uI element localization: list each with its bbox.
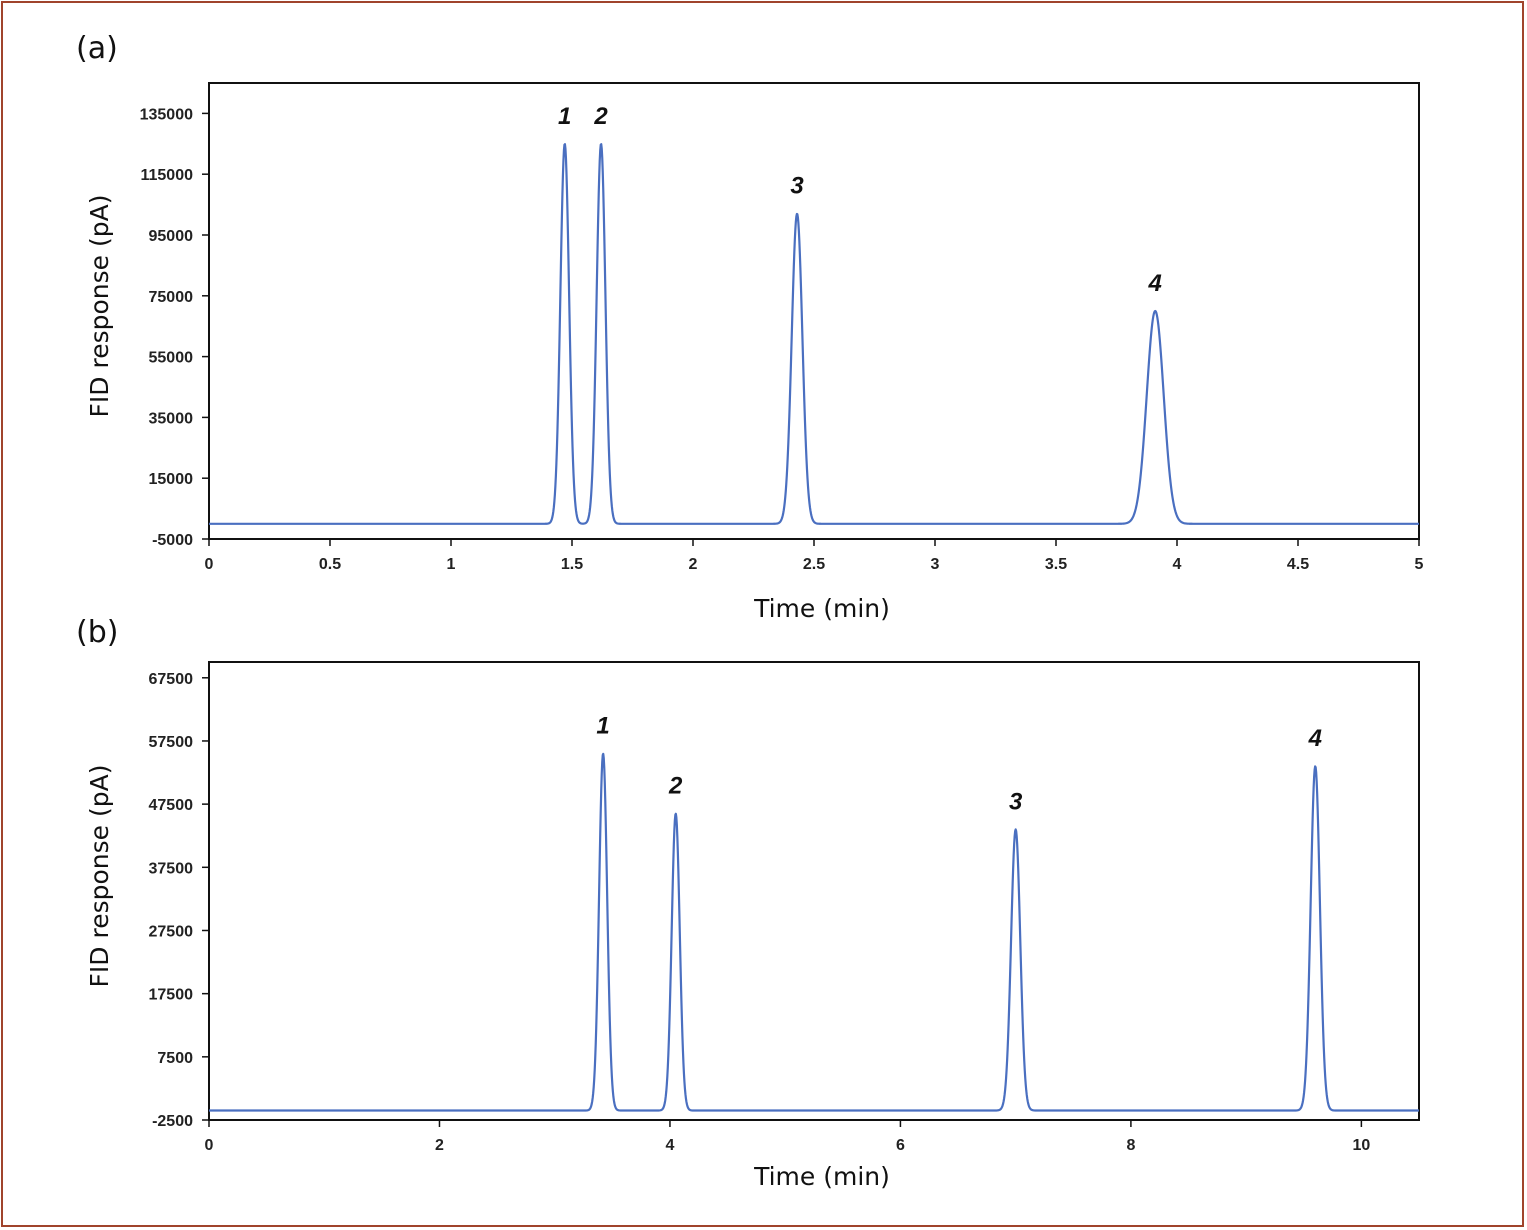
panel-a-y-axis-title: FID response (pA) xyxy=(85,195,114,418)
panel-a-y-tick-label: 115000 xyxy=(140,167,193,184)
panel-b-y-tick-label: 67500 xyxy=(149,671,194,688)
panel-a-peak-label-2: 2 xyxy=(593,103,608,130)
panel-b: (b) FID response (pA) Time (min) -2500 75… xyxy=(76,615,1420,1191)
panel-b-y-tick-label: 57500 xyxy=(149,734,194,751)
panel-a-y-tick-label: 75000 xyxy=(149,289,194,306)
panel-a-x-tick-label: 1 xyxy=(447,556,456,573)
panel-b-x-tick-label: 6 xyxy=(896,1137,905,1154)
panel-a-plot-area xyxy=(208,82,1420,540)
panel-a-y-tick-label: -5000 xyxy=(152,532,193,549)
panel-b-peak-label-1: 1 xyxy=(596,713,609,740)
panel-a-x-tick-label: 5 xyxy=(1415,556,1424,573)
panel-b-peak-label-2: 2 xyxy=(668,773,683,800)
panel-b-peak-label-4: 4 xyxy=(1308,725,1322,752)
panel-b-label: (b) xyxy=(76,615,118,650)
panel-a-x-tick-label: 0.5 xyxy=(319,556,341,573)
panel-b-ticks: -2500 7500 17500 27500 37500 47500 57500 67500 0… xyxy=(149,671,1371,1154)
panel-a-x-tick-label: 2 xyxy=(689,556,698,573)
panel-a-y-tick-label: 35000 xyxy=(149,410,194,427)
panel-a-label: (a) xyxy=(76,31,118,66)
panel-a-x-tick-label: 3.5 xyxy=(1045,556,1067,573)
panel-b-x-axis-title: Time (min) xyxy=(753,1162,890,1191)
panel-b-plot-area xyxy=(208,661,1420,1121)
panel-a-x-tick-label: 3 xyxy=(931,556,940,573)
panel-a: (a) FID response (pA) Time (min) -500015… xyxy=(76,31,1424,623)
panel-a-x-tick-label: 4 xyxy=(1173,556,1182,573)
panel-a-trace xyxy=(208,143,1420,525)
panel-a-chromatogram-line xyxy=(208,143,1420,525)
panel-b-x-tick-label: 0 xyxy=(205,1137,214,1154)
panel-b-y-tick-label: 47500 xyxy=(149,797,194,814)
panel-b-chromatogram-line xyxy=(208,752,1420,1112)
panel-a-x-axis-title: Time (min) xyxy=(753,594,890,623)
panel-b-x-tick-label: 4 xyxy=(665,1137,674,1154)
panel-a-y-tick-label: 15000 xyxy=(149,471,194,488)
panel-b-y-tick-label: -2500 xyxy=(152,1113,193,1130)
panel-a-ticks: -500015000350005500075000950001150001350… xyxy=(140,106,1424,573)
panel-a-y-tick-label: 95000 xyxy=(149,228,194,245)
panel-b-x-tick-label: 8 xyxy=(1126,1137,1135,1154)
panel-b-y-tick-label: 37500 xyxy=(149,860,194,877)
panel-b-x-tick-label: 2 xyxy=(435,1137,444,1154)
panel-b-y-tick-label: 17500 xyxy=(149,987,194,1004)
panel-b-y-axis-title: FID response (pA) xyxy=(85,765,114,988)
panel-a-x-tick-label: 1.5 xyxy=(561,556,583,573)
panel-b-x-tick-label: 10 xyxy=(1352,1137,1370,1154)
panel-b-y-tick-label: 7500 xyxy=(157,1050,193,1067)
panel-b-trace xyxy=(208,752,1420,1112)
panel-a-peak-label-4: 4 xyxy=(1148,270,1162,297)
panel-b-peak-label-3: 3 xyxy=(1009,788,1023,815)
panel-a-y-tick-label: 135000 xyxy=(140,106,193,123)
panel-b-y-tick-label: 27500 xyxy=(149,923,194,940)
panel-a-peak-label-3: 3 xyxy=(790,173,804,200)
panel-a-x-tick-label: 2.5 xyxy=(803,556,825,573)
panel-a-x-tick-label: 0 xyxy=(205,556,214,573)
panel-a-y-tick-label: 55000 xyxy=(149,350,194,367)
panel-b-peak-labels: 1 2 3 4 xyxy=(596,713,1322,816)
panel-a-peak-labels: 1 2 3 4 xyxy=(558,103,1162,297)
panel-a-peak-label-1: 1 xyxy=(558,103,571,130)
panel-a-x-tick-label: 4.5 xyxy=(1287,556,1309,573)
